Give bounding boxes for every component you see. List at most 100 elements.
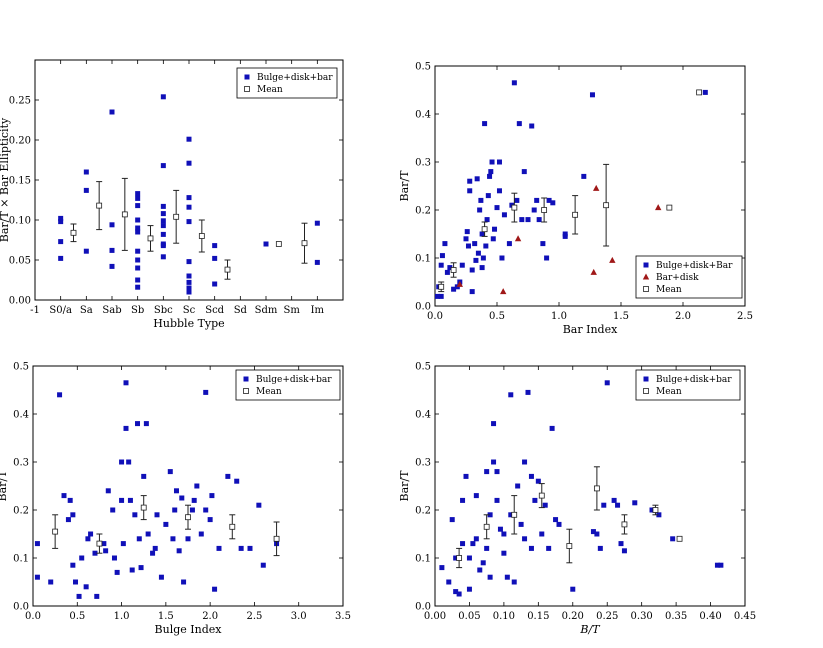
data-point	[119, 497, 125, 503]
data-point	[511, 579, 517, 585]
data-point	[186, 204, 192, 210]
mean-point	[541, 207, 548, 213]
x-tick-label: 0.30	[631, 611, 653, 622]
data-point	[141, 473, 147, 479]
data-point	[456, 591, 462, 597]
data-point	[109, 109, 115, 115]
y-tick-label: 0.05	[9, 256, 31, 267]
data-point	[136, 536, 142, 542]
x-tick-label: 1.5	[158, 611, 174, 622]
data-point	[478, 197, 484, 203]
data-point	[85, 536, 91, 542]
series-1	[456, 466, 683, 569]
data-point	[518, 521, 524, 527]
data-point	[501, 550, 507, 556]
data-point	[656, 512, 662, 518]
data-point	[597, 545, 603, 551]
legend-marker	[643, 262, 649, 268]
data-point	[145, 531, 151, 537]
legend-label: Bulge+disk+bar	[257, 73, 333, 83]
data-point	[160, 211, 166, 217]
data-point	[135, 229, 141, 235]
data-point	[484, 469, 490, 475]
data-point	[491, 459, 497, 465]
mean-point	[173, 213, 180, 220]
data-point	[238, 545, 244, 551]
data-point	[556, 521, 562, 527]
data-point	[594, 531, 600, 537]
data-point	[160, 203, 166, 209]
x-tick-label: Sm	[283, 305, 300, 316]
data-point	[94, 593, 100, 599]
legend-marker	[243, 376, 249, 382]
data-point	[83, 248, 89, 254]
data-point	[499, 255, 505, 261]
data-point	[105, 488, 111, 494]
data-point	[150, 550, 156, 556]
data-point	[135, 225, 141, 231]
data-point	[189, 507, 195, 513]
mean-point	[140, 504, 147, 511]
x-tick-label: 3.0	[291, 611, 307, 622]
y-tick-label: 0.15	[9, 176, 31, 187]
data-point	[460, 541, 466, 547]
data-point	[256, 502, 262, 508]
data-point	[469, 289, 475, 295]
data-point	[109, 247, 115, 253]
data-point	[186, 285, 192, 291]
series-1	[52, 495, 280, 557]
data-point	[135, 217, 141, 223]
data-point	[212, 255, 218, 261]
data-point	[438, 293, 444, 299]
data-point	[516, 121, 522, 127]
mean-point	[456, 555, 463, 561]
data-point	[135, 421, 141, 427]
x-tick-label: 0.45	[734, 611, 756, 622]
y-tick-label: 0.1	[13, 554, 29, 565]
data-point	[632, 500, 638, 506]
data-point	[489, 159, 495, 165]
data-point	[528, 473, 534, 479]
data-point	[160, 241, 166, 247]
x-tick-label: 0.5	[489, 311, 505, 322]
mean-point	[621, 521, 628, 528]
data-point	[714, 562, 720, 568]
x-tick-label: 0.00	[424, 611, 446, 622]
data-point	[120, 541, 126, 547]
data-point	[167, 469, 173, 475]
data-point	[186, 136, 192, 142]
mean-point	[481, 226, 488, 233]
data-point	[83, 169, 89, 175]
y-tick-label: 0.5	[415, 62, 431, 73]
series-1	[70, 177, 308, 280]
data-point	[525, 389, 531, 395]
data-point	[135, 191, 141, 197]
x-tick-label: 0.15	[527, 611, 549, 622]
data-point	[70, 562, 76, 568]
data-point	[467, 188, 473, 194]
data-point	[534, 197, 540, 203]
data-point	[514, 235, 522, 242]
data-point	[123, 380, 129, 386]
data-point	[160, 218, 166, 224]
chart-panel-hubble: -1 S0/a Sa Sab Sb Sbc Sc Scd Sd Sdm Sm Im 0.00 0.05 0.…	[0, 59, 344, 330]
x-axis-title: Bar Index	[563, 323, 618, 336]
data-point	[260, 562, 266, 568]
data-point	[314, 259, 320, 265]
y-tick-label: 0.3	[415, 458, 431, 469]
data-point	[453, 589, 459, 595]
data-point	[496, 159, 502, 165]
legend-label: Bulge+disk+Bar	[656, 261, 733, 271]
data-point	[234, 478, 240, 484]
legend-marker	[643, 388, 649, 394]
y-tick-label: 0.1	[415, 554, 431, 565]
data-point	[655, 204, 662, 211]
data-point	[540, 241, 546, 247]
data-point	[216, 545, 222, 551]
data-point	[212, 586, 218, 592]
data-point	[549, 425, 555, 431]
data-point	[135, 257, 141, 263]
x-axis-title: Hubble Type	[153, 317, 224, 330]
y-tick-label: 0.0	[415, 602, 431, 613]
